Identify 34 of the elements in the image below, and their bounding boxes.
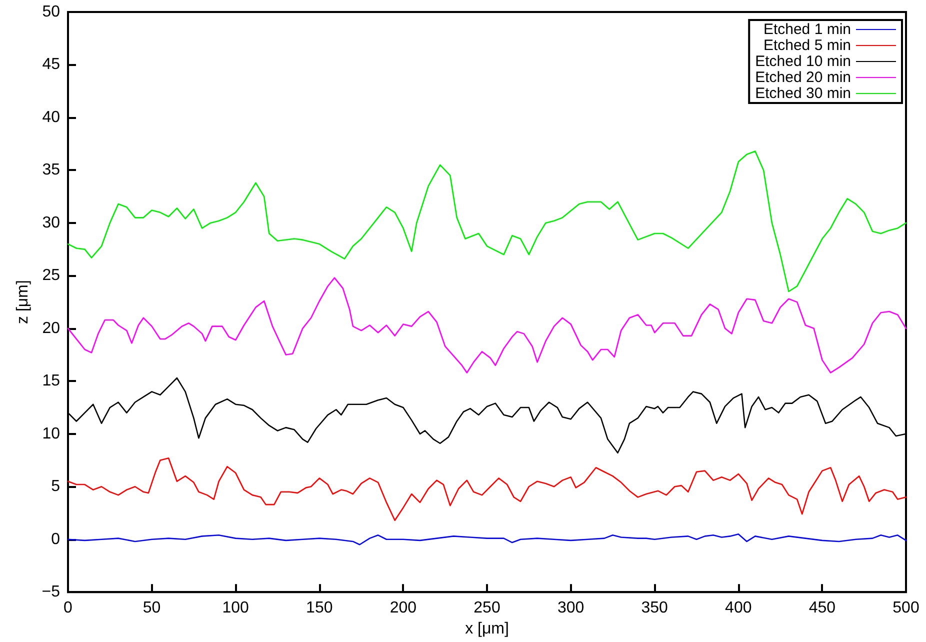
x-tick-label: 150 <box>306 600 333 617</box>
x-tick-label: 300 <box>557 600 584 617</box>
y-axis-title: z [μm] <box>14 280 32 324</box>
y-tick-label: 35 <box>42 162 60 179</box>
x-tick-label: 50 <box>142 600 161 617</box>
y-tick-label: 15 <box>42 372 60 390</box>
y-tick-label: 10 <box>42 425 60 442</box>
y-tick-label: 20 <box>42 320 60 337</box>
legend-label: Etched 5 min <box>763 37 851 54</box>
y-tick-label: 0 <box>51 530 60 548</box>
legend-label: Etched 10 min <box>755 53 851 70</box>
x-tick-label: 250 <box>474 600 500 617</box>
x-tick-label: 400 <box>725 600 752 617</box>
x-axis-title: x [μm] <box>465 620 509 638</box>
line-series <box>67 277 907 374</box>
line-series <box>67 533 907 546</box>
y-tick-label: 5 <box>51 478 60 496</box>
y-tick-label: 25 <box>42 267 60 284</box>
line-series <box>67 458 907 522</box>
legend-label: Etched 20 min <box>755 69 851 86</box>
x-tick-label: 500 <box>892 600 920 617</box>
y-tick-label: 50 <box>42 4 60 20</box>
x-tick-label: 200 <box>390 600 417 617</box>
legend-label: Etched 1 min <box>763 21 851 38</box>
x-tick-label: 100 <box>222 600 250 617</box>
y-tick-label: 45 <box>42 56 60 74</box>
legend-label: Etched 30 min <box>755 85 851 102</box>
y-tick-label: −5 <box>42 584 60 601</box>
line-series <box>67 150 907 292</box>
x-tick-label: 0 <box>64 600 73 617</box>
x-tick-label: 350 <box>641 600 668 617</box>
x-tick-label: 450 <box>808 600 836 617</box>
y-tick-label: 30 <box>42 214 60 232</box>
y-tick-label: 40 <box>42 108 60 126</box>
